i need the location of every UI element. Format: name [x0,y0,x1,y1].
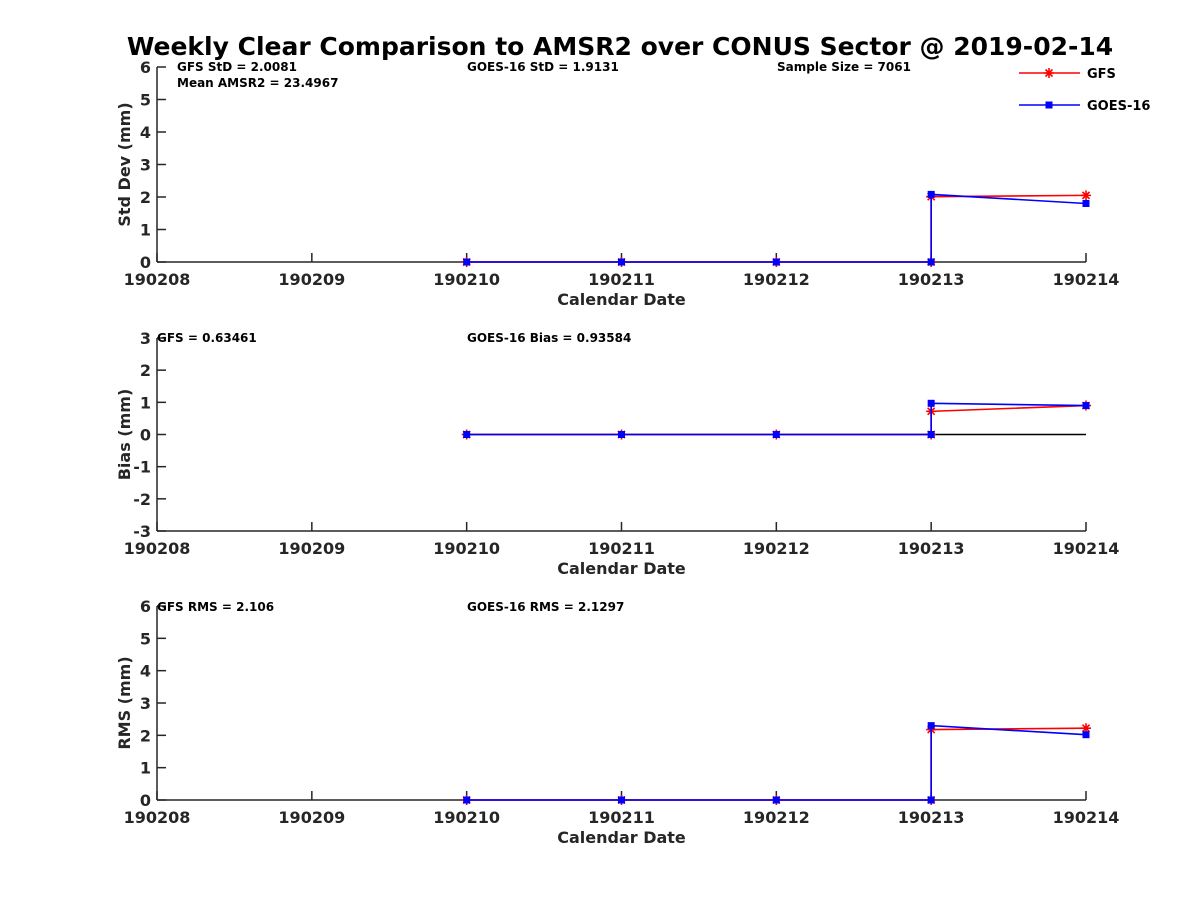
x-tick-label: 190213 [898,808,965,827]
x-tick-label: 190214 [1053,808,1120,827]
series-line-goes16 [466,724,1087,801]
panel-annotation: GFS RMS = 2.106 [157,600,274,614]
data-point-goes16 [927,796,935,804]
x-tick-label: 190208 [124,539,191,558]
y-axis-label: Bias (mm) [115,389,134,481]
series-line-goes16 [466,402,1087,436]
x-axis-label: Calendar Date [557,290,686,309]
data-point-goes16 [772,796,780,804]
series-line-goes16 [466,193,1087,263]
data-point-goes16 [1082,731,1090,739]
legend-entry-goes16: GOES-16 [1019,99,1150,114]
x-tick-label: 190210 [433,270,500,289]
data-point-goes16 [463,258,471,266]
y-axis-label: RMS (mm) [115,656,134,749]
data-point-goes16 [618,431,625,438]
y-tick-label: 1 [140,221,151,240]
data-point-goes16 [927,431,935,438]
chart-panel-2: 190208 190209 190210 190211 190212 190213 1902… [115,329,1119,578]
data-point-goes16 [927,722,935,730]
y-tick-label: 2 [140,726,151,745]
x-tick-label: 190214 [1053,270,1120,289]
data-point-goes16 [927,399,935,407]
panel-annotation: Sample Size = 7061 [777,60,911,74]
panel-annotation: GOES-16 RMS = 2.1297 [467,600,624,614]
chart-panel-3: 190208 190209 190210 190211 190212 190213 1902… [115,597,1119,847]
y-tick-label: 1 [140,393,151,412]
y-tick-label: 4 [140,662,151,681]
legend-entry-gfs: GFS [1019,67,1116,82]
y-tick-label: 4 [140,123,151,142]
legend: GFS GOES-16 [1019,67,1150,114]
data-point-goes16 [772,431,780,438]
data-point-goes16 [772,258,780,266]
data-point-goes16 [463,431,471,438]
y-tick-label: 3 [140,329,151,348]
chart-panels: 190208 190209 190210 190211 190212 190213 1902… [115,58,1119,847]
y-tick-label: 3 [140,156,151,175]
y-tick-label: -2 [133,490,151,509]
x-tick-label: 190212 [743,539,810,558]
panel-annotation: GOES-16 Bias = 0.93584 [467,331,631,345]
y-tick-label: 0 [140,253,151,272]
data-point-goes16 [463,796,471,804]
panel-annotation: GFS StD = 2.0081 [177,60,297,74]
x-tick-label: 190209 [278,270,345,289]
x-tick-label: 190211 [588,270,655,289]
legend-label: GOES-16 [1087,99,1150,114]
data-point-goes16 [618,258,625,266]
x-tick-label: 190214 [1053,539,1120,558]
y-tick-label: 5 [140,91,151,110]
x-tick-label: 190212 [743,270,810,289]
y-tick-label: -1 [133,458,151,477]
chart-title: Weekly Clear Comparison to AMSR2 over CO… [127,32,1113,61]
x-axis-label: Calendar Date [557,828,686,847]
x-tick-label: 190208 [124,270,191,289]
data-point-goes16 [1082,200,1090,207]
legend-square-marker [1045,101,1053,109]
x-tick-label: 190210 [433,808,500,827]
x-tick-label: 190210 [433,539,500,558]
panel-annotation: GOES-16 StD = 1.9131 [467,60,619,74]
legend-star-marker [1044,68,1054,78]
data-point-gfs [1081,190,1091,201]
panel-annotation: Mean AMSR2 = 23.4967 [177,76,338,90]
y-tick-label: 5 [140,629,151,648]
legend-label: GFS [1087,67,1116,82]
data-point-gfs [1081,723,1091,734]
y-tick-label: 6 [140,58,151,77]
y-tick-label: 0 [140,791,151,810]
data-point-goes16 [927,258,935,266]
data-point-goes16 [927,190,935,198]
chart-panel-1: 190208 190209 190210 190211 190212 190213 1902… [115,58,1119,309]
y-tick-label: 2 [140,188,151,207]
x-tick-label: 190209 [278,808,345,827]
x-tick-label: 190212 [743,808,810,827]
data-point-goes16 [1082,402,1090,410]
y-tick-label: 3 [140,694,151,713]
x-tick-label: 190211 [588,539,655,558]
x-tick-label: 190209 [278,539,345,558]
x-tick-label: 190213 [898,539,965,558]
y-tick-label: 1 [140,759,151,778]
data-point-goes16 [618,796,625,804]
panel-annotation: GFS = 0.63461 [157,331,257,345]
y-tick-label: 6 [140,597,151,616]
y-tick-label: -3 [133,522,151,541]
x-tick-label: 190211 [588,808,655,827]
x-tick-label: 190208 [124,808,191,827]
x-tick-label: 190213 [898,270,965,289]
y-axis-label: Std Dev (mm) [115,102,134,226]
y-tick-label: 0 [140,426,151,445]
x-axis-label: Calendar Date [557,559,686,578]
y-tick-label: 2 [140,361,151,380]
